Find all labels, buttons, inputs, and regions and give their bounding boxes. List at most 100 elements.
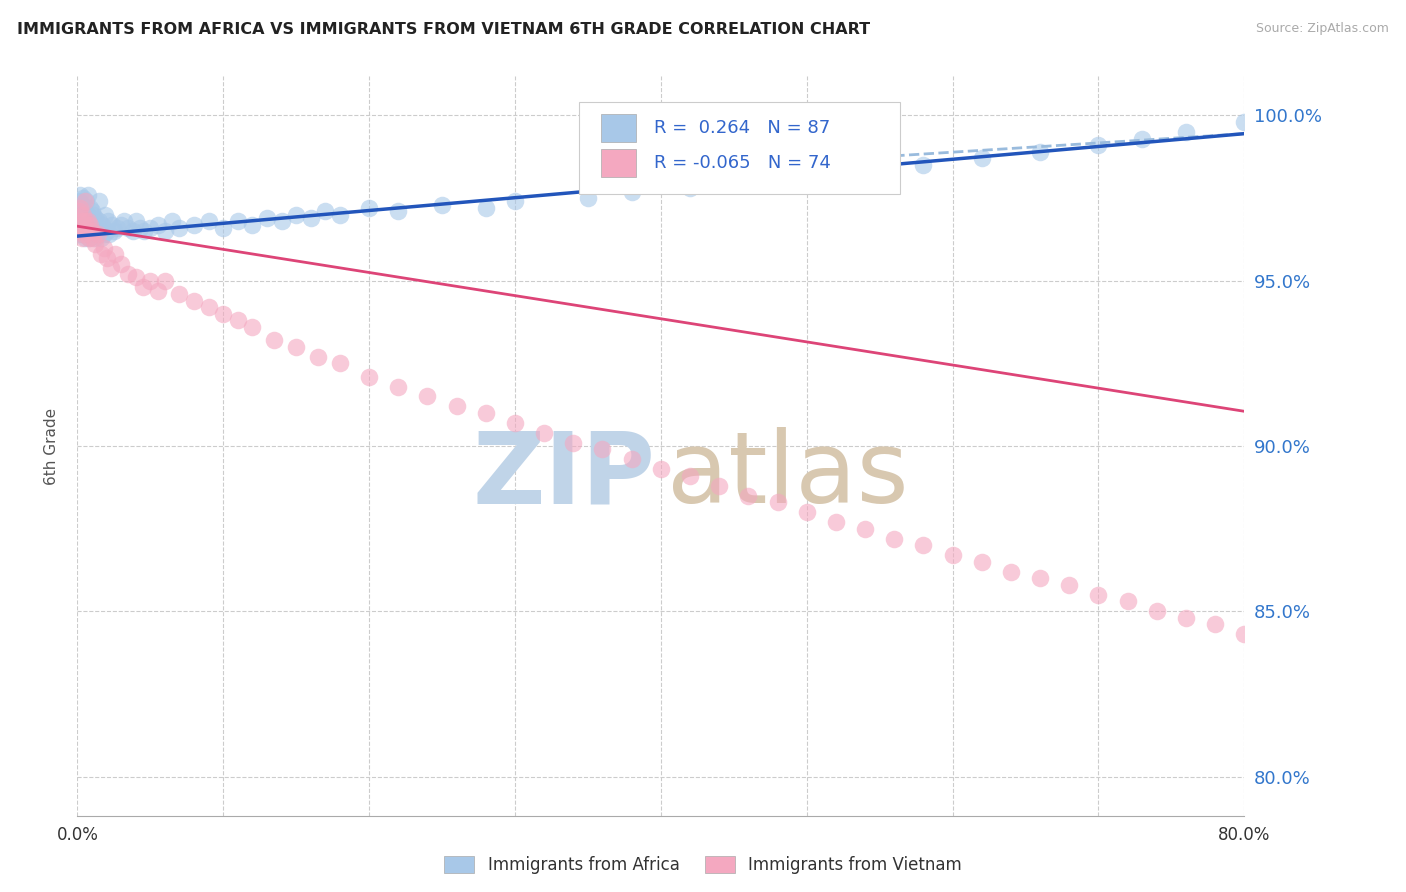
Point [240, 218, 263, 232]
Point [146, 218, 169, 232]
Point [1233, 115, 1256, 129]
Point [475, 201, 498, 215]
Point [129, 220, 152, 235]
Point [307, 350, 329, 364]
Point [329, 356, 352, 370]
Point [970, 152, 993, 166]
Point [160, 214, 183, 228]
Point [314, 204, 336, 219]
Point [110, 257, 132, 271]
Point [1174, 125, 1197, 139]
Point [263, 333, 285, 347]
Point [679, 181, 702, 195]
Point [79, 201, 101, 215]
Point [73, 231, 96, 245]
Point [212, 220, 235, 235]
Point [72, 211, 94, 225]
Point [503, 194, 526, 209]
Point [75, 224, 97, 238]
Point [620, 185, 643, 199]
Point [139, 274, 162, 288]
Point [70, 204, 93, 219]
Point [446, 400, 468, 414]
Point [110, 218, 132, 232]
Point [67, 208, 90, 222]
Point [80, 224, 103, 238]
Point [98, 227, 121, 242]
Point [73, 204, 96, 219]
Point [1146, 604, 1168, 618]
Point [82, 231, 104, 245]
Bar [602, 149, 637, 178]
Text: R =  0.264   N = 87: R = 0.264 N = 87 [654, 119, 830, 136]
Point [77, 211, 100, 225]
FancyBboxPatch shape [579, 102, 900, 194]
Point [90, 231, 112, 245]
Point [104, 247, 127, 261]
Legend: Immigrants from Africa, Immigrants from Vietnam: Immigrants from Africa, Immigrants from … [439, 851, 967, 880]
Text: ZIP: ZIP [472, 427, 655, 524]
Point [94, 208, 117, 222]
Point [357, 201, 380, 215]
Point [69, 201, 91, 215]
Point [285, 340, 308, 354]
Point [97, 214, 120, 228]
Point [96, 251, 118, 265]
Point [77, 231, 100, 245]
Point [72, 208, 94, 222]
Point [84, 220, 107, 235]
Point [70, 214, 93, 228]
Point [912, 538, 935, 552]
Point [1263, 634, 1285, 648]
Point [153, 274, 176, 288]
Point [76, 224, 98, 238]
Point [117, 267, 139, 281]
Point [212, 307, 235, 321]
Point [416, 389, 439, 403]
Point [69, 224, 91, 238]
Point [169, 220, 191, 235]
Point [1057, 578, 1080, 592]
Point [1320, 650, 1343, 665]
Point [357, 369, 380, 384]
Point [77, 231, 100, 245]
Point [82, 208, 104, 222]
Point [91, 218, 114, 232]
Point [256, 211, 278, 225]
Point [79, 220, 101, 235]
Point [112, 214, 135, 228]
Point [430, 198, 453, 212]
Point [576, 191, 599, 205]
Point [75, 194, 97, 209]
Point [1291, 644, 1313, 658]
Point [153, 224, 176, 238]
Point [89, 194, 111, 209]
Point [103, 224, 125, 238]
Point [121, 224, 143, 238]
Point [475, 406, 498, 420]
Point [503, 416, 526, 430]
Point [240, 320, 263, 334]
Point [1029, 571, 1052, 585]
Point [105, 220, 128, 235]
Text: IMMIGRANTS FROM AFRICA VS IMMIGRANTS FROM VIETNAM 6TH GRADE CORRELATION CHART: IMMIGRANTS FROM AFRICA VS IMMIGRANTS FRO… [17, 22, 870, 37]
Point [942, 548, 965, 562]
Point [796, 171, 818, 186]
Point [134, 224, 156, 238]
Text: R = -0.065   N = 74: R = -0.065 N = 74 [654, 154, 831, 172]
Point [72, 227, 94, 242]
Point [70, 214, 93, 228]
Point [387, 204, 409, 219]
Point [83, 211, 105, 225]
Point [80, 204, 103, 219]
Point [1029, 145, 1052, 159]
Point [79, 218, 101, 232]
Point [75, 214, 97, 228]
Point [73, 220, 96, 235]
Point [76, 187, 98, 202]
Point [117, 220, 139, 235]
Point [169, 287, 191, 301]
Point [1087, 588, 1109, 602]
Point [1204, 617, 1226, 632]
Point [146, 284, 169, 298]
